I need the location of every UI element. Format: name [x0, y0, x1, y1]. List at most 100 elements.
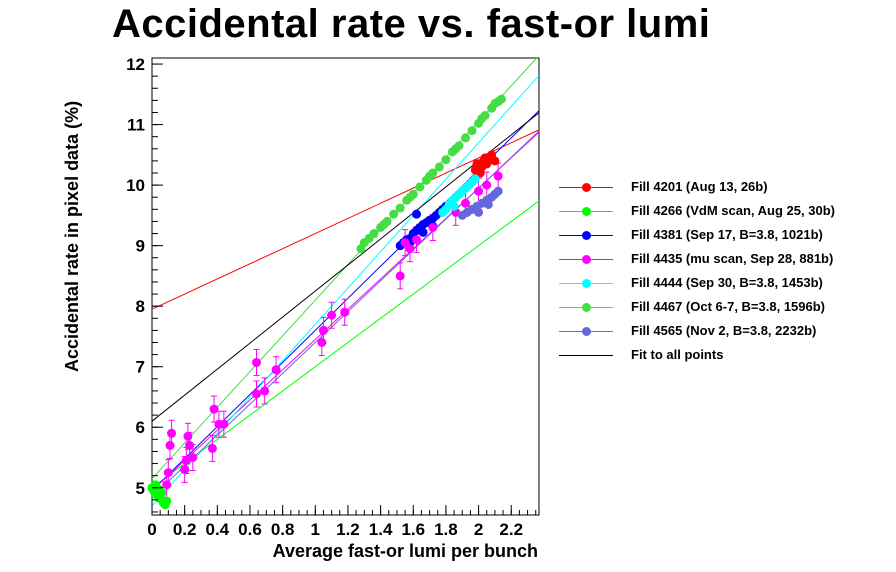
y-tick-label: 8 — [136, 297, 145, 316]
legend-marker — [582, 279, 591, 288]
x-tick-label: 0.2 — [173, 520, 197, 539]
legend-item: Fill 4381 (Sep 17, B=3.8, 1021b) — [555, 224, 885, 248]
data-point — [483, 199, 493, 209]
legend-item: Fill 4201 (Aug 13, 26b) — [555, 176, 885, 200]
data-point — [412, 235, 422, 245]
x-axis-label: Average fast-or lumi per bunch — [273, 541, 538, 561]
legend: Fill 4201 (Aug 13, 26b) Fill 4266 (VdM sc… — [555, 176, 885, 368]
data-point — [207, 443, 217, 453]
legend-label: Fill 4467 (Oct 6-7, B=3.8, 1596b) — [631, 299, 826, 314]
legend-label: Fill 4565 (Nov 2, B=3.8, 2232b) — [631, 323, 817, 338]
legend-label: Fit to all points — [631, 347, 724, 362]
data-point — [490, 98, 500, 108]
data-point — [475, 168, 485, 178]
data-point — [167, 428, 177, 438]
data-point — [482, 180, 492, 190]
data-point — [389, 209, 399, 219]
legend-label: Fill 4381 (Sep 17, B=3.8, 1021b) — [631, 227, 823, 242]
data-point — [493, 171, 503, 181]
data-point — [318, 325, 328, 335]
data-point — [428, 222, 438, 232]
data-point — [209, 404, 219, 414]
chart-title: Accidental rate vs. fast-or lumi — [112, 2, 711, 46]
legend-item: Fit to all points — [555, 344, 885, 368]
data-point — [180, 465, 190, 475]
y-axis-label: Accidental rate in pixel data (%) — [62, 101, 82, 372]
legend-marker — [582, 303, 591, 312]
fit-line — [151, 200, 540, 489]
data-point — [477, 114, 487, 124]
data-point — [219, 419, 229, 429]
x-tick-label: 1.4 — [369, 520, 393, 539]
data-point — [415, 182, 425, 192]
plot-frame — [151, 57, 540, 516]
x-tick-label: 1.6 — [401, 520, 425, 539]
data-point — [400, 238, 410, 248]
data-point — [496, 94, 506, 104]
data-point — [434, 162, 444, 172]
legend-marker — [582, 231, 591, 240]
data-point — [418, 227, 428, 237]
data-point — [157, 488, 167, 498]
data-point — [470, 174, 480, 184]
data-point — [340, 307, 350, 317]
y-tick-label: 5 — [136, 479, 145, 498]
legend-marker — [582, 327, 591, 336]
legend-item: Fill 4565 (Nov 2, B=3.8, 2232b) — [555, 320, 885, 344]
data-point — [162, 496, 172, 506]
legend-item: Fill 4444 (Sep 30, B=3.8, 1453b) — [555, 272, 885, 296]
data-point — [461, 198, 471, 208]
data-point — [165, 440, 175, 450]
data-point — [379, 219, 389, 229]
data-point — [369, 229, 379, 239]
y-tick-label: 12 — [126, 55, 145, 74]
legend-item: Fill 4266 (VdM scan, Aug 25, 30b) — [555, 200, 885, 224]
data-point — [395, 271, 405, 281]
legend-label: Fill 4435 (mu scan, Sep 28, 881b) — [631, 251, 834, 266]
data-points — [147, 94, 506, 510]
legend-label: Fill 4266 (VdM scan, Aug 25, 30b) — [631, 203, 835, 218]
data-point — [188, 452, 198, 462]
y-tick-label: 9 — [136, 237, 145, 256]
data-point — [441, 155, 451, 165]
legend-label: Fill 4444 (Sep 30, B=3.8, 1453b) — [631, 275, 823, 290]
data-point — [412, 209, 422, 219]
legend-marker — [582, 207, 591, 216]
x-tick-label: 1 — [311, 520, 320, 539]
y-tick-label: 6 — [136, 418, 145, 437]
data-point — [317, 337, 327, 347]
data-point — [461, 133, 471, 143]
legend-label: Fill 4201 (Aug 13, 26b) — [631, 179, 768, 194]
data-point — [327, 310, 337, 320]
data-point — [395, 203, 405, 213]
data-point — [425, 171, 435, 181]
data-point — [252, 357, 262, 367]
y-tick-label: 11 — [127, 116, 145, 135]
x-axis: 0 0.2 0.4 0.6 0.8 1 1.2 1.4 1.6 1.8 2 2.2 — [147, 505, 537, 539]
x-tick-label: 0 — [147, 520, 156, 539]
x-tick-label: 2 — [474, 520, 483, 539]
x-tick-label: 0.6 — [238, 520, 262, 539]
y-axis: 5 6 7 8 9 10 11 12 — [126, 55, 163, 513]
data-point — [405, 192, 415, 202]
data-point — [451, 144, 461, 154]
data-point — [271, 365, 281, 375]
data-point — [162, 480, 172, 490]
x-tick-label: 0.4 — [205, 520, 229, 539]
data-point — [493, 186, 503, 196]
data-point — [183, 431, 193, 441]
data-point — [482, 159, 492, 169]
data-point — [185, 440, 195, 450]
data-point — [474, 186, 484, 196]
data-point — [163, 468, 173, 478]
legend-item: Fill 4467 (Oct 6-7, B=3.8, 1596b) — [555, 296, 885, 320]
fit-line — [151, 129, 540, 310]
legend-marker — [582, 255, 591, 264]
x-tick-label: 2.2 — [499, 520, 523, 539]
x-tick-label: 1.2 — [336, 520, 360, 539]
data-point — [260, 386, 270, 396]
legend-marker — [582, 183, 591, 192]
data-point — [252, 389, 262, 399]
x-tick-label: 1.8 — [434, 520, 458, 539]
